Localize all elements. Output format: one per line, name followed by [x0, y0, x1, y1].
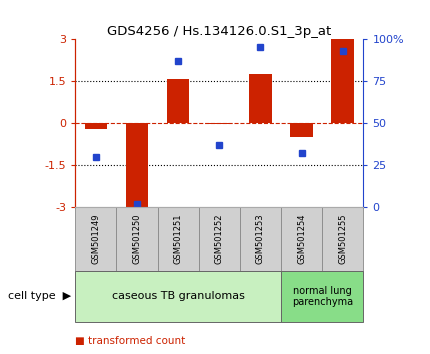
- Text: GSM501254: GSM501254: [297, 214, 306, 264]
- Bar: [208, 123, 230, 124]
- Text: GSM501253: GSM501253: [256, 213, 265, 264]
- Bar: [85, 123, 107, 129]
- Bar: [167, 79, 190, 123]
- Bar: [249, 74, 272, 123]
- Bar: [322, 207, 363, 271]
- Text: GSM501250: GSM501250: [132, 214, 141, 264]
- Text: cell type  ▶: cell type ▶: [8, 291, 71, 302]
- Bar: [290, 123, 313, 137]
- Text: GSM501249: GSM501249: [91, 214, 100, 264]
- Bar: [240, 207, 281, 271]
- Bar: [281, 207, 322, 271]
- Text: normal lung
parenchyma: normal lung parenchyma: [292, 286, 353, 307]
- Bar: [332, 39, 354, 123]
- Bar: [126, 123, 148, 207]
- Title: GDS4256 / Hs.134126.0.S1_3p_at: GDS4256 / Hs.134126.0.S1_3p_at: [107, 25, 332, 38]
- Bar: [157, 207, 199, 271]
- Bar: [75, 271, 281, 322]
- Bar: [281, 271, 363, 322]
- Bar: [75, 207, 117, 271]
- Bar: [199, 207, 240, 271]
- Bar: [117, 207, 157, 271]
- Text: GSM501255: GSM501255: [338, 214, 347, 264]
- Text: GSM501252: GSM501252: [215, 214, 224, 264]
- Text: GSM501251: GSM501251: [174, 214, 183, 264]
- Text: ■ transformed count: ■ transformed count: [75, 336, 185, 346]
- Text: caseous TB granulomas: caseous TB granulomas: [112, 291, 245, 302]
